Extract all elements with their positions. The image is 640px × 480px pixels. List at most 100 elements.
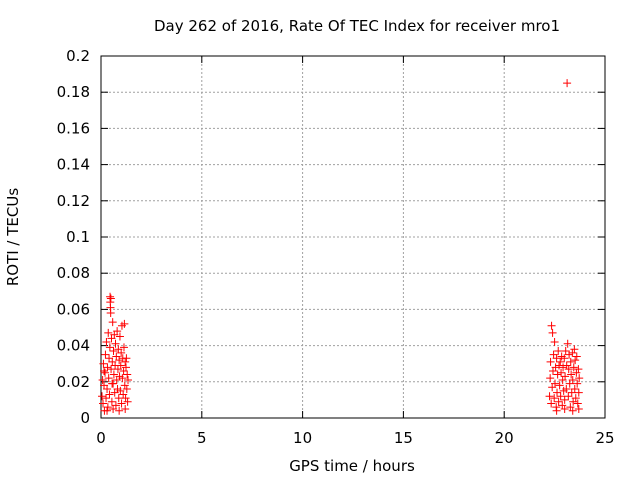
data-point: [562, 361, 571, 370]
data-point: [575, 374, 584, 383]
y-tick-label: 0.18: [57, 83, 90, 101]
data-point: [574, 404, 583, 413]
data-point: [124, 375, 133, 384]
data-point: [546, 357, 555, 366]
data-point: [555, 381, 564, 390]
data-point: [560, 354, 569, 363]
data-point: [561, 372, 570, 381]
data-point: [573, 399, 582, 408]
data-point: [115, 406, 124, 415]
x-tick-label: 5: [197, 429, 207, 447]
data-point: [550, 337, 559, 346]
data-point: [106, 294, 115, 303]
x-tick-label: 15: [394, 429, 413, 447]
data-point: [559, 363, 568, 372]
data-point: [563, 339, 572, 348]
data-point: [548, 328, 557, 337]
x-tick-label: 20: [495, 429, 514, 447]
y-tick-label: 0.2: [66, 47, 90, 65]
data-point: [100, 366, 109, 375]
data-point: [109, 404, 118, 413]
data-point: [98, 392, 107, 401]
data-point: [547, 321, 556, 330]
data-point: [554, 347, 563, 356]
data-point: [570, 345, 579, 354]
data-point: [555, 361, 564, 370]
data-point: [547, 399, 556, 408]
data-point: [569, 363, 578, 372]
data-point: [572, 352, 581, 361]
data-point: [108, 379, 117, 388]
y-tick-label: 0.12: [57, 192, 90, 210]
data-point: [546, 374, 555, 383]
x-axis-label: GPS time / hours: [289, 457, 415, 475]
data-point: [560, 395, 569, 404]
data-point: [103, 403, 112, 412]
data-point: [574, 388, 583, 397]
x-tick-label: 25: [595, 429, 614, 447]
data-point: [104, 374, 113, 383]
x-tick-label: 10: [293, 429, 312, 447]
data-point: [553, 388, 562, 397]
chart-title: Day 262 of 2016, Rate Of TEC Index for r…: [154, 17, 560, 35]
data-point: [553, 370, 562, 379]
data-point: [105, 354, 114, 363]
data-point: [557, 368, 566, 377]
data-points: [98, 79, 584, 415]
data-point: [103, 406, 112, 415]
data-point: [574, 365, 583, 374]
y-tick-label: 0.04: [57, 337, 90, 355]
data-point: [116, 361, 125, 370]
data-point: [552, 406, 561, 415]
data-point: [102, 337, 111, 346]
data-point: [122, 354, 131, 363]
data-point: [119, 343, 128, 352]
data-point: [122, 385, 131, 394]
data-point: [571, 356, 580, 365]
data-point: [115, 332, 124, 341]
data-point: [113, 327, 122, 336]
data-point: [556, 357, 565, 366]
grid-lines: [101, 56, 605, 418]
data-point: [117, 399, 126, 408]
data-point: [102, 394, 111, 403]
data-point: [121, 394, 130, 403]
data-point: [99, 359, 108, 368]
data-point: [568, 348, 577, 357]
data-point: [561, 347, 570, 356]
data-point: [103, 363, 112, 372]
y-tick-label: 0.08: [57, 264, 90, 282]
data-point: [552, 354, 561, 363]
y-tick-label: 0.14: [57, 156, 90, 174]
data-point: [545, 392, 554, 401]
y-tick-label: 0.1: [66, 228, 90, 246]
data-point: [111, 339, 120, 348]
data-point: [123, 397, 132, 406]
data-point: [570, 385, 579, 394]
data-point: [566, 357, 575, 366]
data-point: [117, 348, 126, 357]
data-point: [101, 368, 110, 377]
data-point: [109, 370, 118, 379]
data-point: [560, 404, 569, 413]
data-point: [114, 394, 123, 403]
axis-ticks: 0 0.02 0.04 0.06 0.08 0.1 0.12 0.14 0.16 0.18 0.2 0…: [57, 47, 615, 447]
data-point: [108, 318, 117, 327]
data-point: [567, 370, 576, 379]
data-point: [109, 347, 118, 356]
x-tick-label: 0: [96, 429, 106, 447]
data-point: [571, 394, 580, 403]
data-point: [98, 375, 107, 384]
data-point: [104, 328, 113, 337]
data-point: [105, 390, 114, 399]
data-point: [572, 368, 581, 377]
data-point: [564, 392, 573, 401]
data-point: [118, 374, 127, 383]
data-point: [568, 406, 577, 415]
data-point: [107, 365, 116, 374]
data-point: [551, 379, 560, 388]
y-tick-label: 0: [80, 409, 90, 427]
data-point: [550, 394, 559, 403]
data-point: [105, 343, 114, 352]
